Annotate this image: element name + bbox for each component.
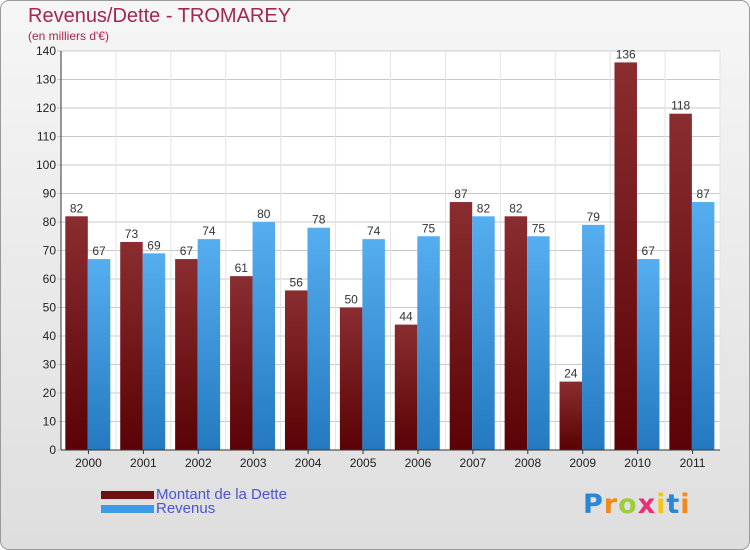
x-tick-label: 2003 <box>240 456 267 470</box>
y-tick-label: 110 <box>37 130 56 144</box>
y-tick-label: 50 <box>43 301 57 315</box>
logo-letter: o <box>618 489 638 520</box>
logo-letter: i <box>656 489 667 520</box>
data-label: 67 <box>642 244 656 258</box>
bar-revenus <box>691 202 715 450</box>
data-label: 75 <box>422 221 436 235</box>
x-tick-label: 2008 <box>514 456 541 470</box>
data-label: 118 <box>671 99 690 113</box>
legend-swatch-revenus <box>101 505 154 513</box>
data-label: 87 <box>696 187 710 201</box>
chart-title: Revenus/Dette - TROMAREY <box>28 5 292 27</box>
legend-label-debt: Montant de la Dette <box>156 486 287 503</box>
bar-debt <box>614 62 637 451</box>
data-label: 24 <box>564 367 578 381</box>
bar-debt <box>120 241 143 450</box>
data-label: 67 <box>180 244 194 258</box>
bar-debt <box>559 381 583 450</box>
bar-revenus <box>636 259 660 450</box>
data-label: 79 <box>587 210 601 224</box>
y-tick-label: 10 <box>43 415 57 429</box>
data-label: 56 <box>290 275 304 289</box>
y-tick-label: 120 <box>36 101 56 115</box>
y-tick-label: 20 <box>43 386 57 400</box>
bar-debt <box>65 216 88 450</box>
data-label: 61 <box>235 261 249 275</box>
bar-revenus <box>472 216 495 450</box>
data-label: 69 <box>147 238 161 252</box>
logo-letter: r <box>603 489 619 520</box>
x-tick-label: 2000 <box>75 456 102 470</box>
data-label: 82 <box>509 201 523 215</box>
bar-revenus <box>197 239 221 450</box>
x-tick-label: 2005 <box>350 456 377 470</box>
logo-letter: i <box>680 489 691 520</box>
data-label: 82 <box>70 201 84 215</box>
logo-letter: x <box>637 489 657 520</box>
y-tick-label: 70 <box>43 244 57 258</box>
data-label: 75 <box>532 221 546 235</box>
bar-debt <box>394 324 418 450</box>
y-tick-label: 30 <box>43 358 57 372</box>
data-label: 73 <box>125 227 139 241</box>
y-tick-label: 130 <box>36 73 56 87</box>
proxiti-logo: Proxiti <box>583 489 691 520</box>
bar-debt <box>284 290 308 450</box>
x-tick-label: 2004 <box>295 456 322 470</box>
bar-revenus <box>87 259 111 450</box>
x-tick-label: 2006 <box>405 456 432 470</box>
data-label: 78 <box>312 213 326 227</box>
bar-revenus <box>362 239 385 450</box>
y-tick-label: 100 <box>36 158 56 172</box>
x-tick-label: 2010 <box>624 456 651 470</box>
x-tick-label: 2001 <box>130 456 157 470</box>
bar-revenus <box>307 227 330 450</box>
data-label: 80 <box>257 207 271 221</box>
logo-letter: P <box>583 489 604 520</box>
bar-debt <box>230 276 253 450</box>
bar-debt <box>449 202 473 450</box>
data-label: 136 <box>616 47 636 61</box>
bar-revenus <box>252 222 276 450</box>
x-tick-label: 2009 <box>569 456 596 470</box>
data-label: 50 <box>344 293 358 307</box>
data-label: 74 <box>202 224 216 238</box>
y-tick-label: 90 <box>43 187 57 201</box>
y-tick-label: 0 <box>49 443 56 457</box>
legend-swatch-debt <box>101 491 154 499</box>
y-tick-label: 80 <box>43 215 57 229</box>
chart-subtitle: (en milliers d'€) <box>28 29 109 43</box>
data-label: 74 <box>367 224 381 238</box>
bar-debt <box>339 307 363 450</box>
bar-revenus <box>417 236 440 450</box>
x-tick-label: 2002 <box>185 456 212 470</box>
bar-debt <box>175 259 198 450</box>
data-label: 67 <box>92 244 106 258</box>
logo-letter: t <box>666 489 681 520</box>
bar-revenus <box>582 224 605 450</box>
bar-debt <box>669 113 692 450</box>
y-tick-label: 140 <box>36 44 56 58</box>
bar-revenus <box>527 236 550 450</box>
bar-revenus <box>142 253 166 450</box>
data-label: 87 <box>454 187 468 201</box>
bar-debt <box>504 216 528 450</box>
x-tick-label: 2007 <box>460 456 487 470</box>
x-tick-label: 2011 <box>680 456 706 470</box>
data-label: 44 <box>399 310 413 324</box>
data-label: 82 <box>477 201 491 215</box>
y-tick-label: 40 <box>43 329 57 343</box>
y-tick-label: 60 <box>43 272 57 286</box>
legend-label-revenus: Revenus <box>156 500 216 517</box>
